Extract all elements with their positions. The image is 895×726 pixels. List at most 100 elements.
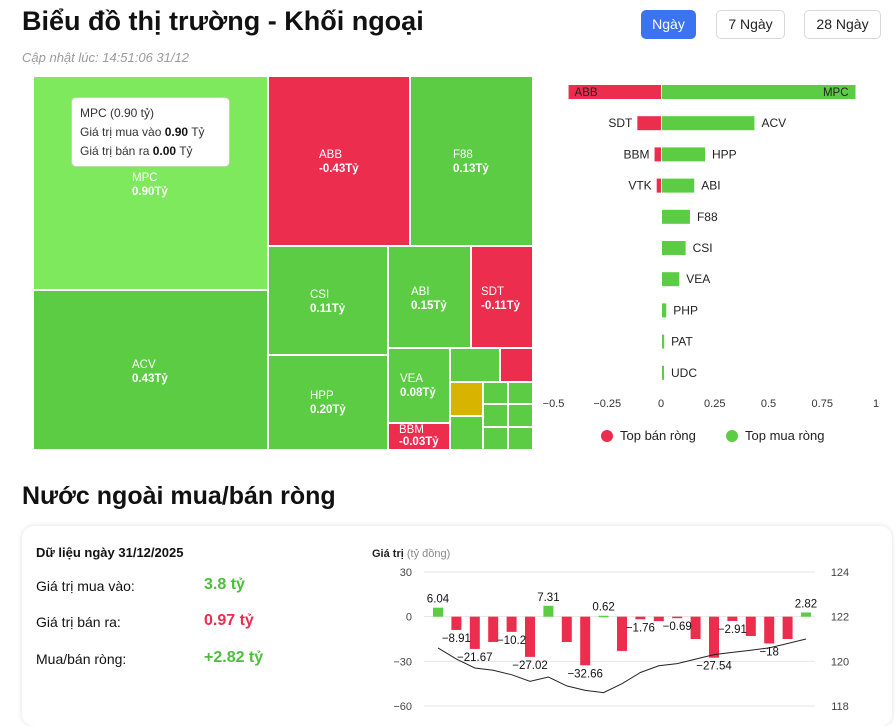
treemap-tile[interactable] [483, 427, 508, 450]
bar-value-label: 2.82 [795, 598, 817, 610]
buy-bar[interactable] [662, 178, 695, 193]
tab-28-days[interactable]: 28 Ngày [804, 10, 881, 39]
buy-value-label: Giá trị mua vào: [36, 578, 135, 594]
sell-bar[interactable] [656, 178, 661, 193]
bar-value-label: −10.2 [497, 635, 526, 647]
tile-value: 0.15Tỷ [411, 300, 447, 312]
treemap-tile-abi[interactable]: ABI 0.15Tỷ [388, 246, 471, 348]
daily-bar[interactable] [543, 605, 554, 617]
sell-bar[interactable] [654, 147, 661, 162]
treemap-tile-sdt[interactable]: SDT -0.11Tỷ [471, 246, 533, 348]
tab-day[interactable]: Ngày [641, 10, 696, 39]
treemap-tile[interactable] [483, 404, 508, 427]
price-line [437, 638, 807, 694]
treemap-tile-vea[interactable]: VEA 0.08Tỷ [388, 348, 450, 423]
bar-value-label: 6.04 [427, 594, 450, 606]
daily-bar[interactable] [598, 615, 609, 618]
buy-bar[interactable] [662, 272, 680, 287]
sell-bar[interactable] [637, 116, 661, 131]
daily-bar[interactable] [709, 616, 719, 658]
tile-value: 0.11Tỷ [310, 303, 346, 315]
treemap-tile[interactable] [508, 404, 533, 427]
tile-ticker: CSI [310, 289, 330, 301]
buy-bar[interactable] [662, 147, 705, 162]
daily-net-chart: Giá trị (tỷ đồng) 300−30−60124122120118 … [372, 548, 849, 713]
buy-bar[interactable] [662, 303, 667, 318]
buy-bar[interactable] [662, 365, 664, 380]
treemap-tile-hpp[interactable]: HPP 0.20Tỷ [268, 355, 388, 450]
daily-bar[interactable] [782, 616, 793, 639]
buy-bar[interactable] [662, 334, 665, 349]
legend-buy-label[interactable]: Top mua ròng [745, 428, 825, 443]
buy-bar-label: ACV [761, 116, 786, 130]
bar-value-label: −8.91 [442, 633, 471, 645]
page-title: Biểu đồ thị trường - Khối ngoại [22, 6, 424, 36]
bar-value-label: −32.66 [567, 668, 603, 680]
buy-bar-label: HPP [712, 147, 737, 161]
bar-value-label: −1.76 [626, 622, 655, 634]
buy-bar-label: F88 [697, 210, 718, 224]
daily-bar[interactable] [690, 616, 701, 639]
daily-bar[interactable] [580, 616, 591, 666]
sell-bar-label: VTK [628, 179, 651, 193]
sell-value: 0.97 tỷ [204, 612, 254, 629]
sell-bar[interactable] [568, 85, 661, 99]
x-tick-label: 0.5 [761, 398, 776, 410]
treemap-tile[interactable] [508, 382, 533, 404]
buy-bar-label: ABI [701, 179, 720, 193]
daily-bar[interactable] [764, 616, 775, 644]
daily-bar[interactable] [469, 616, 480, 649]
treemap-tile-abb[interactable]: ABB -0.43Tỷ [268, 76, 410, 246]
update-timestamp: Cập nhật lúc: 14:51:06 31/12 [22, 50, 189, 65]
treemap-tile-f88[interactable]: F88 0.13Tỷ [410, 76, 533, 246]
daily-bar[interactable] [745, 616, 756, 637]
daily-bar[interactable] [672, 616, 683, 619]
y-tick-label: 30 [400, 567, 412, 579]
x-tick-label: 0 [658, 398, 664, 410]
tile-ticker: MPC [132, 172, 158, 184]
daily-bar[interactable] [617, 616, 627, 651]
sell-bar-label: ABB [575, 87, 598, 99]
tab-7-days[interactable]: 7 Ngày [716, 10, 785, 39]
treemap-tile-acv[interactable]: ACV 0.43Tỷ [33, 290, 268, 450]
bar-value-label: 7.31 [537, 592, 559, 604]
x-tick-label: 0.75 [812, 398, 833, 410]
buy-bar-label: PAT [671, 335, 693, 349]
treemap-tile[interactable] [450, 382, 483, 416]
tile-value: -0.03Tỷ [399, 436, 439, 448]
buy-bar[interactable] [662, 85, 856, 99]
treemap-tile[interactable] [483, 382, 508, 404]
tile-value: 0.90Tỷ [132, 186, 168, 198]
treemap-tile[interactable] [508, 427, 533, 450]
daily-bar[interactable] [801, 612, 811, 617]
daily-bar[interactable] [525, 616, 535, 657]
daily-bar[interactable] [488, 616, 499, 642]
buy-bar[interactable] [662, 241, 686, 255]
daily-bar[interactable] [451, 616, 462, 630]
y-tick-label: 0 [406, 612, 412, 624]
treemap-tile[interactable] [450, 416, 483, 450]
buy-bar[interactable] [662, 116, 755, 131]
treemap-tile-bbm[interactable]: BBM -0.03Tỷ [388, 423, 450, 450]
tile-ticker: BBM [399, 424, 424, 436]
legend-sell-label[interactable]: Top bán ròng [620, 428, 696, 443]
bar-value-label: −21.67 [457, 652, 493, 664]
bar-value-label: −18 [759, 646, 779, 658]
y-tick-label: −30 [393, 656, 412, 668]
daily-bar[interactable] [635, 616, 646, 620]
bar-value-label: −0.69 [663, 621, 692, 633]
y2-tick-label: 122 [831, 612, 849, 624]
daily-bar[interactable] [727, 616, 738, 621]
daily-bar[interactable] [506, 616, 517, 632]
daily-bar[interactable] [653, 616, 664, 622]
daily-bar[interactable] [433, 607, 443, 617]
buy-bar-label: PHP [673, 303, 698, 317]
daily-bar[interactable] [561, 616, 572, 642]
tooltip-buy-label: Giá trị mua vào [80, 125, 162, 139]
treemap-tile[interactable] [450, 348, 500, 382]
treemap-tile-csi[interactable]: CSI 0.11Tỷ [268, 246, 388, 355]
x-tick-label: 1 [873, 398, 879, 410]
buy-bar[interactable] [662, 209, 690, 224]
y2-tick-label: 124 [831, 567, 849, 579]
treemap-tile[interactable] [500, 348, 533, 382]
